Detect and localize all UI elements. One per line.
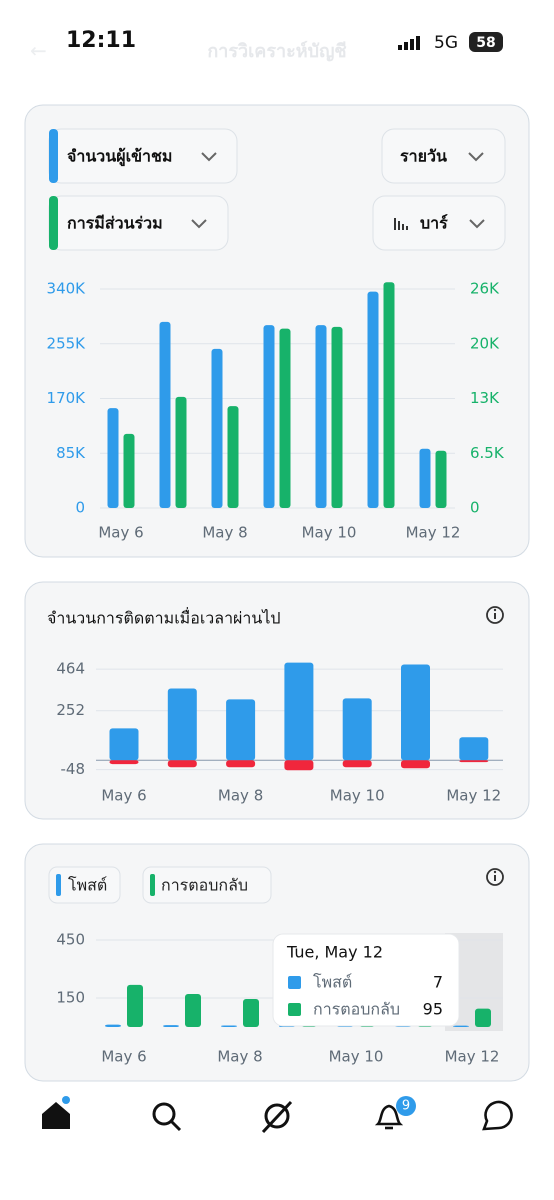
x-tick-label: May 10 — [329, 1048, 384, 1066]
bar — [221, 1025, 237, 1027]
y-tick-label: 170K — [47, 389, 87, 407]
bar — [419, 448, 431, 508]
y-tick-label: 6.5K — [470, 444, 505, 462]
bar — [159, 321, 171, 508]
bar — [435, 450, 447, 508]
bar — [459, 760, 489, 763]
time: 12:11 — [66, 28, 136, 53]
nav-search[interactable] — [152, 1102, 182, 1132]
bar — [163, 1025, 179, 1027]
x-tick-label: May 12 — [446, 787, 501, 805]
bar — [475, 1008, 491, 1027]
x-tick-label: May 10 — [302, 524, 357, 542]
legend-label: โพสต์ — [68, 876, 107, 895]
bar — [175, 396, 187, 508]
bar — [342, 760, 372, 768]
y-tick-label: -48 — [61, 760, 86, 778]
dropdown[interactable]: รายวัน — [381, 128, 506, 184]
legend-label: การตอบกลับ — [161, 876, 248, 895]
dropdown-label: การมีส่วนร่วม — [67, 214, 163, 233]
bar — [459, 737, 489, 761]
y-tick-label: 255K — [47, 334, 87, 352]
legend-item[interactable]: โพสต์ — [48, 866, 121, 904]
x-tick-label: May 6 — [98, 524, 143, 542]
nav-home[interactable] — [42, 1096, 70, 1129]
x-tick-label: May 10 — [330, 787, 385, 805]
x-tick-label: May 12 — [445, 1048, 500, 1066]
nav-grok[interactable] — [261, 1100, 293, 1134]
bar — [401, 760, 430, 769]
y-tick-label: 340K — [47, 280, 87, 298]
nav-notifications[interactable]: 9 — [374, 1096, 416, 1130]
x-tick-label: May 8 — [217, 1048, 262, 1066]
y-tick-label: 0 — [470, 499, 480, 517]
back-button[interactable]: ← — [30, 39, 47, 63]
dropdown[interactable]: จำนวนผู้เข้าชม — [48, 128, 238, 184]
bar — [123, 433, 135, 508]
bar — [167, 688, 197, 761]
bar — [367, 291, 379, 508]
bar — [331, 326, 343, 508]
y-tick-label: 26K — [470, 280, 500, 298]
x-tick-label: May 12 — [406, 524, 461, 542]
signal — [398, 36, 420, 50]
bar — [284, 662, 314, 761]
bar — [107, 408, 119, 508]
y-tick-label: 450 — [56, 931, 85, 949]
legend-item[interactable]: การตอบกลับ — [142, 866, 272, 904]
info-icon[interactable] — [486, 606, 504, 624]
tooltip-value: 95 — [423, 1000, 443, 1019]
bar — [109, 728, 139, 761]
network: 5G — [434, 33, 458, 53]
bar — [279, 328, 291, 508]
y-tick-label: 252 — [56, 701, 85, 719]
dropdown[interactable]: บาร์ — [372, 195, 506, 251]
tooltip-value: 7 — [433, 973, 443, 992]
tooltip: Tue, May 12 โพสต์ 7 การตอบกลับ 95 — [272, 933, 460, 1027]
bar — [453, 1025, 469, 1027]
bar — [401, 664, 430, 761]
battery — [469, 32, 503, 52]
y-tick-label: 150 — [56, 989, 85, 1007]
bar — [342, 698, 372, 761]
bar — [226, 699, 256, 761]
nav-messages[interactable] — [482, 1100, 513, 1131]
x-tick-label: May 6 — [101, 1048, 146, 1066]
dropdown-label: รายวัน — [400, 147, 447, 166]
dropdown-label: บาร์ — [420, 214, 448, 233]
y-tick-label: 85K — [56, 444, 86, 462]
bar — [315, 325, 327, 508]
battery-level: 58 — [476, 35, 495, 51]
tooltip-label: การตอบกลับ — [313, 1000, 400, 1019]
tooltip-label: โพสต์ — [313, 973, 352, 992]
x-tick-label: May 8 — [202, 524, 247, 542]
badge: 9 — [402, 1099, 410, 1114]
x-tick-label: May 6 — [101, 787, 146, 805]
bar — [226, 760, 256, 768]
y-tick-label: 20K — [470, 334, 500, 352]
bar — [383, 282, 395, 508]
bar — [263, 325, 275, 508]
bar — [167, 760, 197, 768]
bar — [211, 348, 223, 508]
bar — [227, 406, 239, 508]
x-tick-label: May 8 — [218, 787, 263, 805]
bar — [127, 984, 143, 1027]
bar — [185, 993, 201, 1027]
card-title: จำนวนการติดตามเมื่อเวลาผ่านไป — [47, 607, 281, 628]
bar — [105, 1024, 121, 1027]
y-tick-label: 464 — [56, 660, 85, 678]
y-tick-label: 0 — [75, 499, 85, 517]
dropdown-label: จำนวนผู้เข้าชม — [67, 147, 172, 168]
y-tick-label: 13K — [470, 389, 500, 407]
dropdown[interactable]: การมีส่วนร่วม — [48, 195, 229, 251]
info-icon[interactable] — [486, 868, 504, 886]
bar — [284, 760, 314, 771]
bar — [109, 760, 139, 765]
page-title: การวิเคราะห์บัญชี — [207, 40, 346, 62]
tooltip-title: Tue, May 12 — [286, 943, 383, 962]
bar — [243, 998, 259, 1027]
